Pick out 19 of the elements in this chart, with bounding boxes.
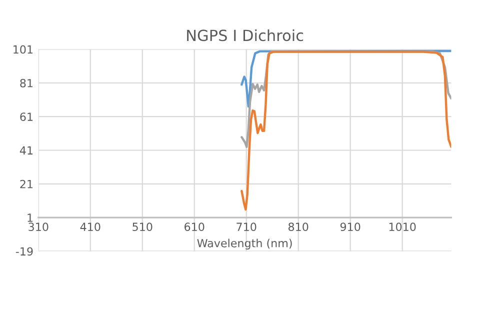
x-tick-label: 810 [288,222,308,232]
x-tick-label: 610 [184,222,204,232]
x-tick-label: 1010 [389,222,416,232]
y-tick-label: 81 [20,78,33,88]
x-tick-label: 410 [80,222,100,232]
line-series [240,50,452,211]
x-axis-title: Wavelength (nm) [197,238,292,250]
x-tick-label: 910 [340,222,360,232]
y-tick-label: 21 [20,180,33,188]
x-tick-label: 710 [236,222,256,232]
y-tick-label: 101 [14,45,33,54]
y-tick-label: -19 [16,247,33,256]
y-tick-label: 61 [20,112,33,121]
y-tick-label: 1 [28,214,33,222]
y-tick-label: 41 [20,146,33,154]
line-series [240,50,452,108]
x-tick-label: 310 [28,222,48,232]
chart-title: NGPS I Dichroic [187,29,304,42]
x-tick-label: 510 [132,222,152,232]
